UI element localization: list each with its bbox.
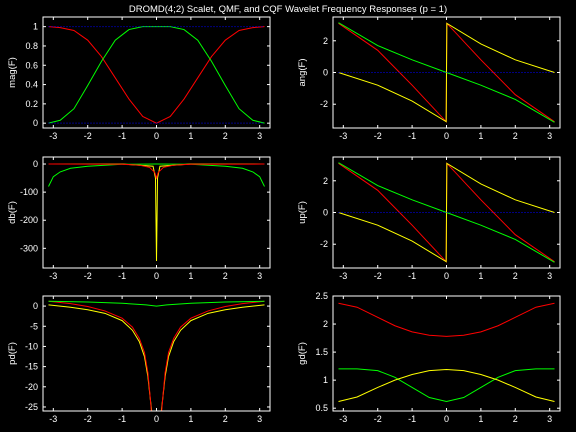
y-axis-label: mag(F) bbox=[7, 57, 18, 88]
series-line-green bbox=[338, 368, 555, 402]
plot-area-up bbox=[338, 162, 555, 263]
plot-area-pd bbox=[48, 300, 265, 411]
series-line-red bbox=[161, 300, 265, 411]
y-tick-label: 0 bbox=[323, 68, 328, 78]
x-tick-label: 3 bbox=[257, 271, 262, 281]
x-tick-label: 0 bbox=[154, 414, 159, 424]
x-tick-label: 0 bbox=[444, 131, 449, 141]
y-tick-label: 0 bbox=[33, 159, 38, 169]
series-line-green bbox=[48, 300, 265, 307]
x-tick-label: 0 bbox=[154, 131, 159, 141]
series-line-yellow bbox=[338, 368, 555, 402]
plot-area-gd bbox=[338, 302, 555, 402]
x-tick-label: -1 bbox=[118, 271, 126, 281]
y-tick-label: 1 bbox=[33, 22, 38, 32]
y-tick-label: 0.2 bbox=[25, 99, 38, 109]
y-tick-label: -100 bbox=[20, 187, 38, 197]
y-axis-label: up(F) bbox=[297, 201, 308, 224]
y-tick-label: -25 bbox=[25, 402, 38, 412]
x-tick-label: 1 bbox=[478, 131, 483, 141]
y-tick-label: -5 bbox=[30, 321, 38, 331]
x-tick-label: -2 bbox=[374, 131, 382, 141]
x-tick-label: 3 bbox=[257, 131, 262, 141]
y-tick-label: 2 bbox=[323, 36, 328, 46]
y-tick-label: 0 bbox=[33, 118, 38, 128]
x-tick-label: -2 bbox=[374, 271, 382, 281]
y-tick-label: 2.5 bbox=[315, 291, 328, 301]
x-tick-label: -3 bbox=[339, 271, 347, 281]
x-tick-label: 2 bbox=[223, 271, 228, 281]
series-line-red bbox=[338, 302, 555, 337]
x-tick-label: 1 bbox=[478, 414, 483, 424]
y-tick-label: -2 bbox=[320, 99, 328, 109]
x-tick-label: 2 bbox=[223, 131, 228, 141]
x-tick-label: 2 bbox=[513, 414, 518, 424]
y-tick-label: 0.8 bbox=[25, 41, 38, 51]
subplot-gd: -3 -2 -1 0 1 2 3 0.5 1 1.5 2 2.5 gd(F) bbox=[297, 291, 561, 424]
x-tick-label: 3 bbox=[547, 271, 552, 281]
y-tick-label: 0.6 bbox=[25, 60, 38, 70]
x-tick-label: -2 bbox=[84, 271, 92, 281]
y-tick-label: 0 bbox=[323, 208, 328, 218]
x-tick-label: 3 bbox=[257, 414, 262, 424]
y-axis-label: gd(F) bbox=[297, 342, 308, 365]
x-tick-label: -3 bbox=[339, 131, 347, 141]
x-tick-label: 1 bbox=[478, 271, 483, 281]
x-tick-label: -1 bbox=[408, 131, 416, 141]
x-tick-label: -1 bbox=[408, 414, 416, 424]
x-tick-label: -3 bbox=[339, 414, 347, 424]
y-tick-label: -200 bbox=[20, 215, 38, 225]
x-tick-label: -3 bbox=[49, 271, 57, 281]
x-tick-label: 2 bbox=[513, 271, 518, 281]
x-tick-label: -1 bbox=[408, 271, 416, 281]
x-tick-label: 1 bbox=[188, 271, 193, 281]
y-tick-label: 0 bbox=[33, 301, 38, 311]
x-tick-label: 0 bbox=[444, 414, 449, 424]
x-tick-label: 2 bbox=[223, 414, 228, 424]
y-axis-label: pd(F) bbox=[7, 342, 18, 365]
y-tick-label: 1.5 bbox=[315, 347, 328, 357]
x-tick-label: 0 bbox=[444, 271, 449, 281]
y-tick-label: 0.4 bbox=[25, 80, 38, 90]
subplot-mag: -3 -2 -1 0 1 2 3 0 0.2 0.4 0.6 0.8 1 mag(F) bbox=[7, 16, 271, 141]
x-tick-label: -1 bbox=[118, 131, 126, 141]
y-tick-label: -10 bbox=[25, 341, 38, 351]
series-line-red bbox=[48, 300, 152, 411]
y-tick-label: 2 bbox=[323, 176, 328, 186]
y-tick-label: -15 bbox=[25, 362, 38, 372]
y-tick-label: -20 bbox=[25, 382, 38, 392]
subplot-ang: -3 -2 -1 0 1 2 3 -2 0 2 ang(F) bbox=[297, 16, 561, 141]
x-tick-label: 2 bbox=[513, 131, 518, 141]
x-tick-label: -2 bbox=[374, 414, 382, 424]
series-line-red bbox=[48, 163, 265, 180]
x-tick-label: 0 bbox=[154, 271, 159, 281]
x-tick-label: 1 bbox=[188, 414, 193, 424]
y-tick-label: -2 bbox=[320, 239, 328, 249]
y-tick-label: 0.5 bbox=[315, 403, 328, 413]
plot-area-db bbox=[48, 163, 265, 261]
x-tick-label: 3 bbox=[547, 131, 552, 141]
x-tick-label: -3 bbox=[49, 131, 57, 141]
y-axis-label: ang(F) bbox=[297, 59, 308, 87]
figure-title: DROMD(4;2) Scalet, QMF, and CQF Wavelet … bbox=[129, 4, 447, 15]
x-tick-label: 1 bbox=[188, 131, 193, 141]
y-tick-label: -300 bbox=[20, 243, 38, 253]
plot-area-ang bbox=[338, 22, 555, 123]
subplot-up: -3 -2 -1 0 1 2 3 -2 0 2 up(F) bbox=[297, 156, 561, 281]
y-tick-label: 1 bbox=[323, 375, 328, 385]
subplot-db: -3 -2 -1 0 1 2 3 0 -100 -200 -300 db(F) bbox=[7, 156, 271, 281]
x-tick-label: -2 bbox=[84, 131, 92, 141]
plot-area-mag bbox=[48, 26, 265, 124]
x-tick-label: -1 bbox=[118, 414, 126, 424]
x-tick-label: -3 bbox=[49, 414, 57, 424]
x-tick-label: 3 bbox=[547, 414, 552, 424]
y-tick-label: 2 bbox=[323, 319, 328, 329]
x-tick-label: -2 bbox=[84, 414, 92, 424]
series-line-green bbox=[48, 163, 265, 187]
y-axis-label: db(F) bbox=[7, 201, 18, 224]
